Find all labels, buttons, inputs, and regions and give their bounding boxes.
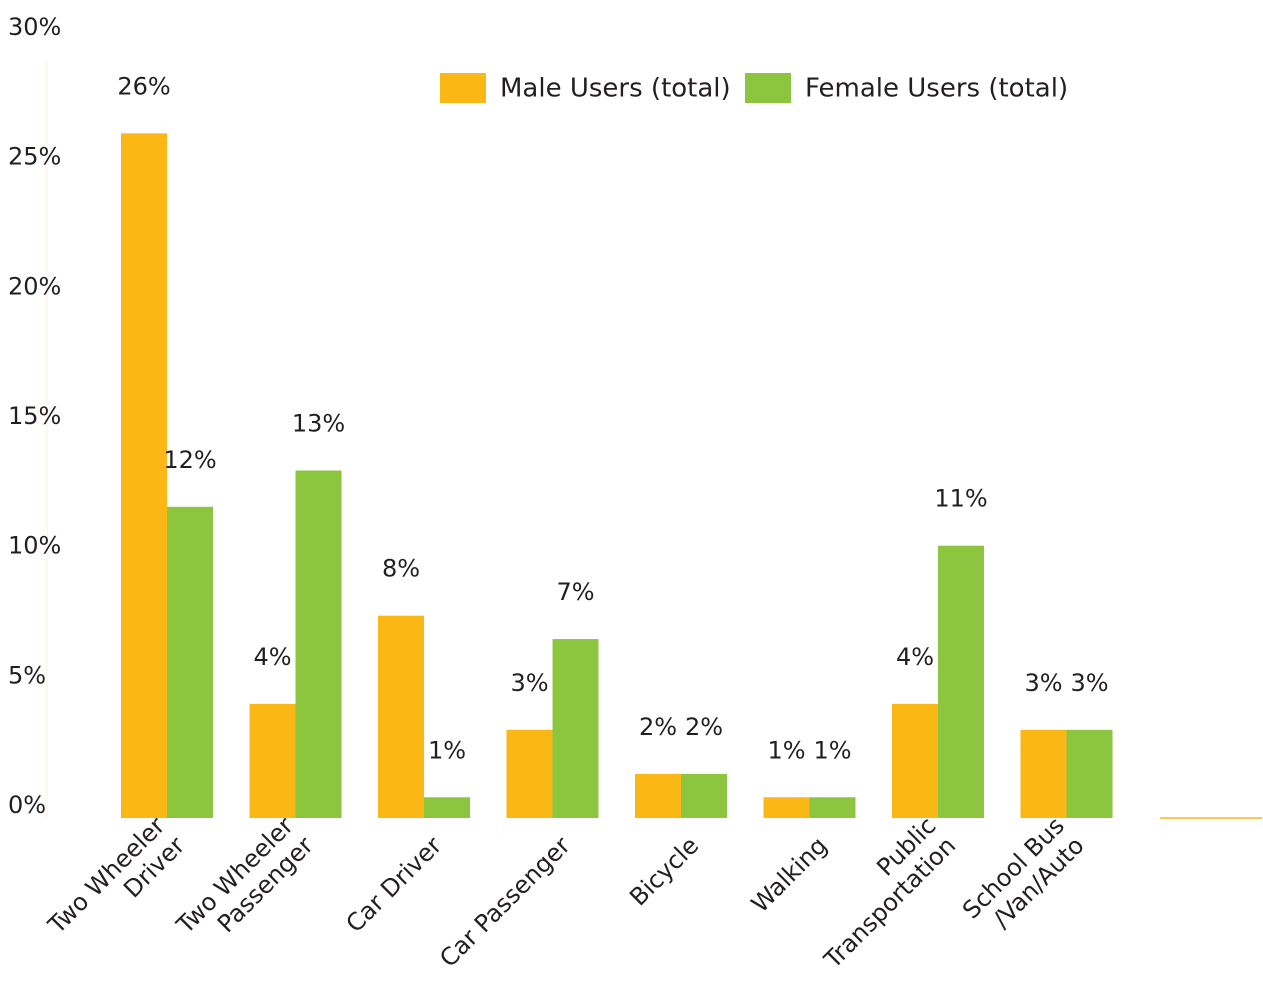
legend-swatch	[440, 73, 486, 103]
data-label: 11%	[934, 485, 987, 513]
x-tick-label-line: Car Passenger	[434, 831, 575, 972]
x-tick-label: Car Passenger	[434, 831, 575, 972]
x-tick-label: Two WheelerPassenger	[171, 812, 319, 960]
bar	[167, 506, 213, 818]
bar	[378, 615, 424, 818]
data-label: 12%	[163, 446, 216, 474]
x-tick-label-line: Walking	[746, 831, 833, 918]
x-tick-label-line: Car Driver	[341, 831, 448, 938]
bar	[506, 729, 553, 818]
bar	[635, 773, 681, 818]
data-label: 1%	[428, 736, 466, 764]
data-label: 3%	[1070, 669, 1108, 697]
bar	[1066, 729, 1113, 818]
y-tick-label: 0%	[8, 791, 46, 819]
data-label: 3%	[510, 669, 548, 697]
bar	[121, 133, 167, 819]
x-tick-label: Two WheelerDriver	[42, 812, 190, 960]
bar	[681, 773, 727, 818]
data-label: 1%	[767, 736, 805, 764]
legend-label: Female Users (total)	[805, 74, 1068, 104]
x-tick-label: PublicTransportation	[798, 812, 961, 975]
bar	[1020, 729, 1067, 818]
bar	[295, 470, 342, 818]
x-tick-label: School Bus/Van/Auto	[957, 812, 1090, 945]
bar	[249, 703, 296, 818]
data-label: 4%	[896, 643, 934, 671]
bar	[424, 797, 470, 818]
bar	[763, 797, 810, 818]
x-tick-label-line: Bicycle	[624, 831, 704, 911]
data-label: 26%	[117, 72, 170, 100]
bar	[892, 703, 938, 818]
x-tick-label: Walking	[746, 831, 833, 918]
data-label: 8%	[382, 555, 420, 583]
legend-label: Male Users (total)	[500, 74, 731, 104]
y-tick-label: 30%	[8, 13, 61, 41]
x-tick-label: Bicycle	[624, 831, 704, 911]
y-tick-label: 25%	[8, 143, 61, 171]
x-tick-label: Car Driver	[341, 831, 448, 938]
y-tick-label: 20%	[8, 272, 61, 300]
data-label: 2%	[685, 713, 723, 741]
y-tick-label: 15%	[8, 402, 61, 430]
bar	[809, 797, 856, 818]
bar	[938, 545, 984, 818]
legend-swatch	[745, 73, 791, 103]
y-tick-label: 5%	[8, 661, 46, 689]
bar	[552, 639, 599, 818]
data-label: 1%	[813, 736, 851, 764]
data-label: 4%	[253, 643, 291, 671]
data-label: 7%	[556, 578, 594, 606]
data-label: 2%	[639, 713, 677, 741]
y-tick-label: 10%	[8, 532, 61, 560]
data-label: 3%	[1024, 669, 1062, 697]
data-label: 13%	[292, 409, 345, 437]
